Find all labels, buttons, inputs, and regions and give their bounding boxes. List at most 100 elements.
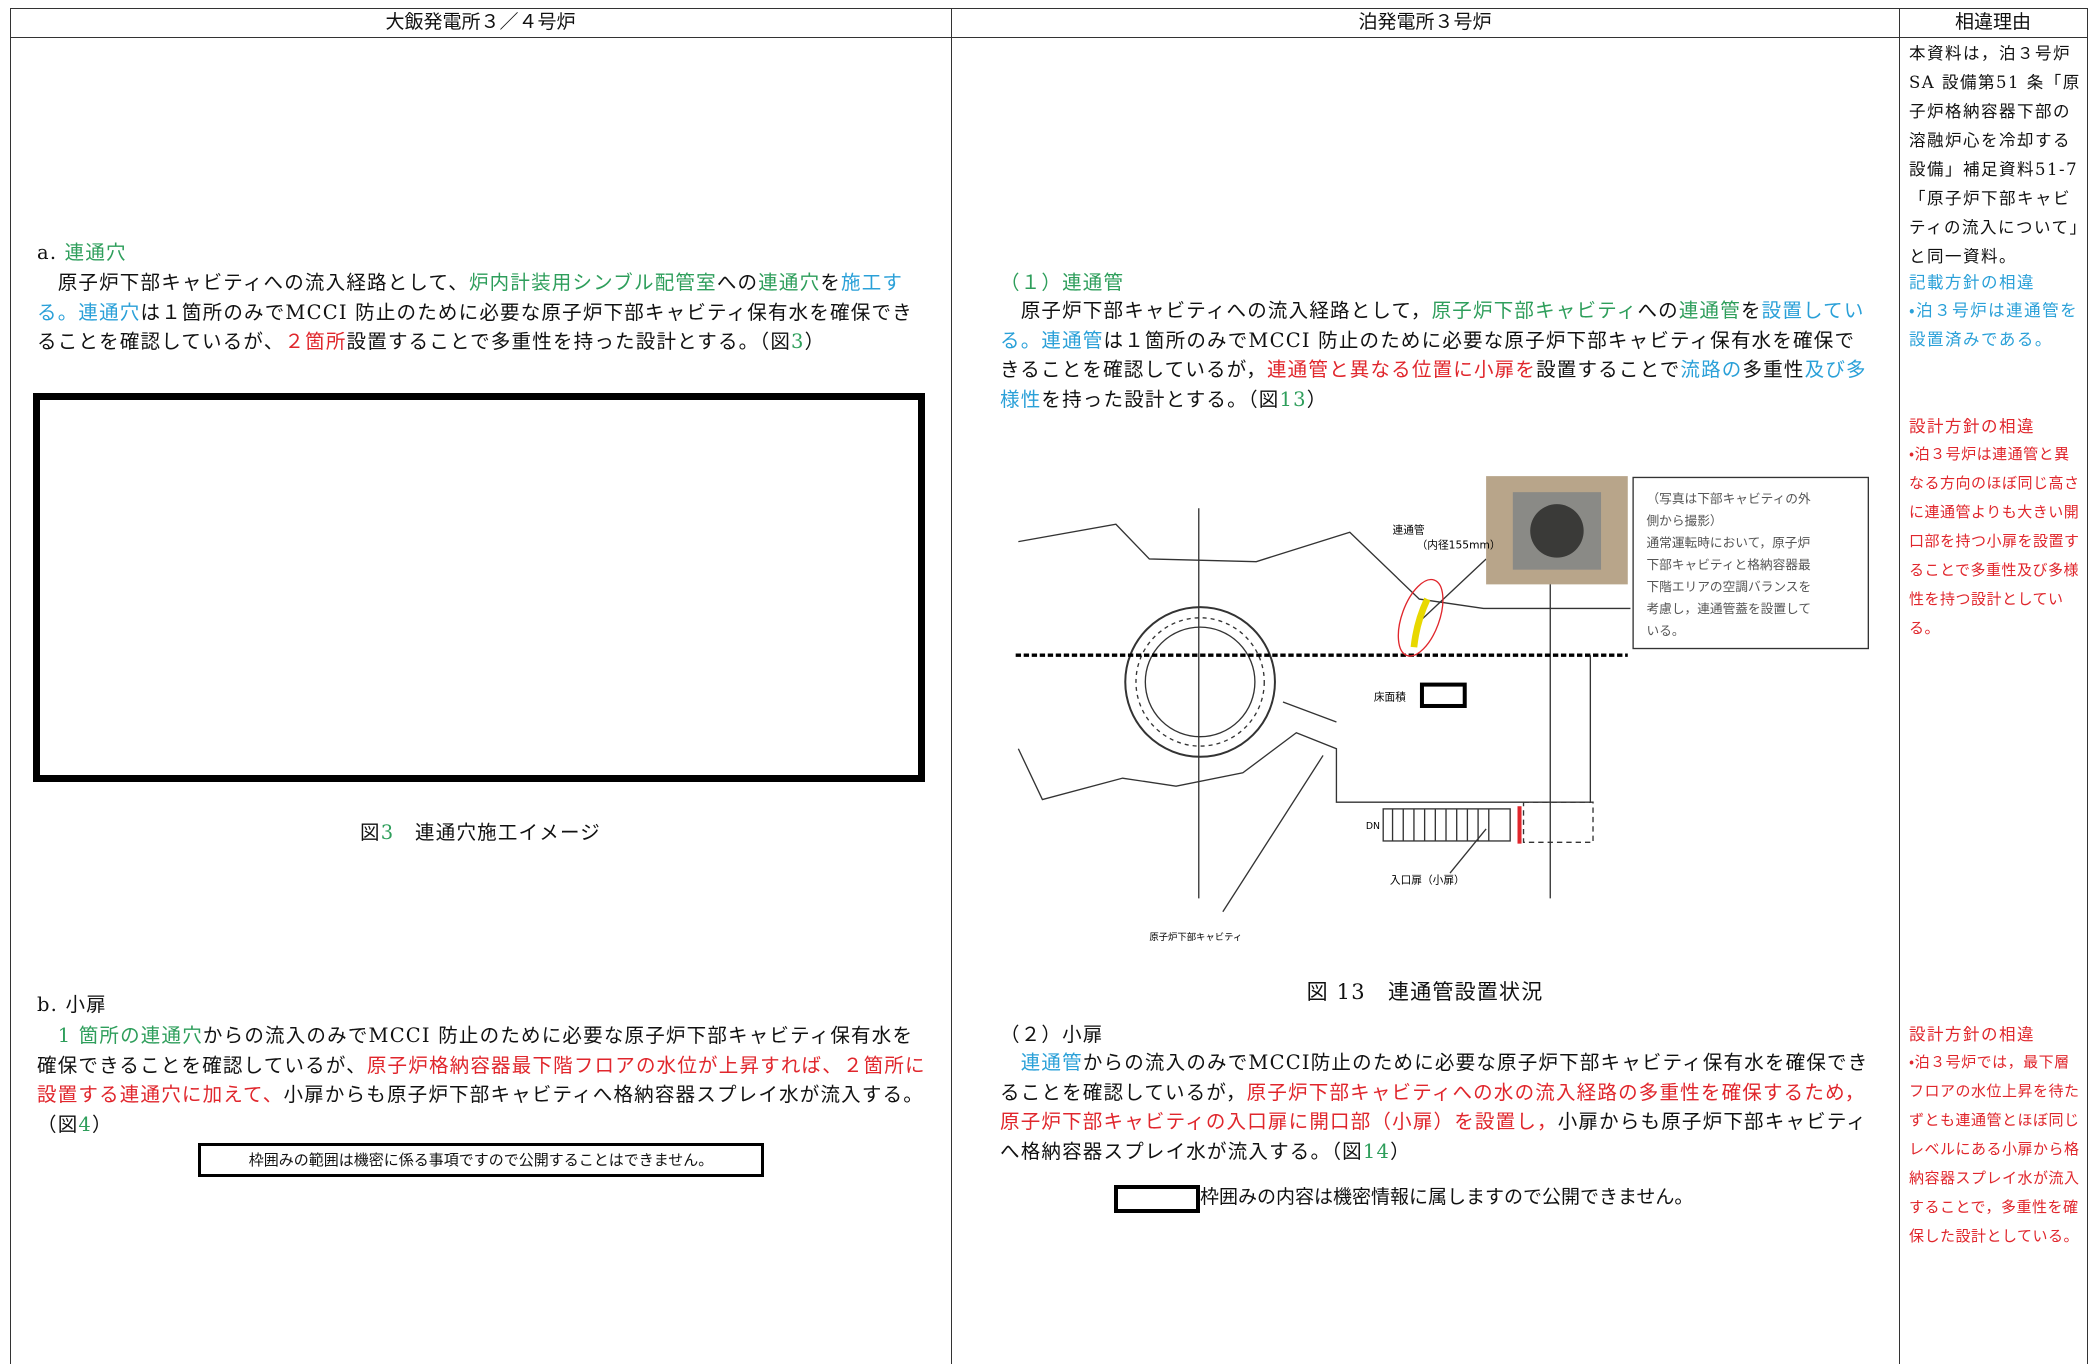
text-run: 及び多様性 — [1000, 358, 1867, 411]
text-run: 連通穴 — [758, 271, 821, 294]
text-run: ２箇所 — [284, 330, 347, 353]
diagram-label: DN — [1366, 821, 1380, 832]
text-run: への — [1637, 299, 1679, 322]
text-run: を — [820, 271, 842, 294]
text-run: ） — [92, 1112, 113, 1136]
note-line: 考慮し，連通管蓋を設置して — [1646, 601, 1811, 616]
pipe-highlight — [1410, 597, 1431, 648]
note-line: （写真は下部キャビティの外 — [1646, 491, 1810, 506]
diagram-label: 入口扉（小扉） — [1390, 874, 1465, 887]
reason-title: 記載方針の相違 — [1909, 273, 2035, 292]
text-run — [37, 1024, 58, 1047]
text-run: 原子炉下部キャビティへの流入経路として， — [1000, 299, 1432, 322]
paragraph: 1 箇所の連通穴からの流入のみでMCCI 防止のために必要な原子炉下部キャビティ… — [37, 1021, 927, 1139]
text-run: 小扉からも原子炉下部キャビティへ格納容器スプレイ水が流入する。（図 — [1000, 1110, 1868, 1163]
column-header: 泊発電所３号炉 — [1358, 11, 1492, 33]
paragraph: 原子炉下部キャビティへの流入経路として，原子炉下部キャビティへの連通管を設置して… — [1000, 296, 1872, 414]
text-run: 14 — [1362, 1139, 1391, 1163]
reason-text: ・泊３号炉では，最下層フロアの水位上昇を待たずとも連通管とほぼ同じレベルにある小… — [1909, 1053, 2080, 1245]
vessel-outline — [1124, 606, 1276, 758]
leader-line — [1418, 558, 1487, 623]
text-run: 図 — [360, 821, 381, 844]
text-run: 連通管 — [1041, 328, 1104, 352]
leader-line — [1222, 755, 1324, 913]
note-line: 側から撮影） — [1646, 513, 1722, 528]
redacted-box — [1114, 1185, 1200, 1213]
text-run: （１）連通管 — [1000, 271, 1125, 294]
note-line: 下部キャビティと格納容器最 — [1646, 557, 1810, 572]
vessel-outline — [1144, 626, 1256, 738]
text-run: 連通管と異なる位置に小扉を — [1266, 358, 1537, 381]
table-border — [10, 37, 2088, 38]
text-run: 1 箇所の連通穴 — [57, 1024, 203, 1047]
note-line: いる。 — [1646, 623, 1684, 638]
reason-text: 本資料は，泊３号炉SA 設備第51 条「原子炉格納容器下部の溶融炉心を冷却する設… — [1909, 44, 2081, 266]
text-run: 原子炉格納容器最下階フロアの水位が上昇すれば、２箇所に設置する連通穴に加えて、 — [37, 1053, 926, 1107]
reason-text: ・泊３号炉は連通管と異なる方向のほぼ同じ高さに連通管よりも大きい開口部を持つ小扉… — [1909, 445, 2080, 637]
pipe-circle — [1397, 578, 1444, 657]
table-border — [1899, 8, 1900, 1364]
confidential-notice: 枠囲みの内容は機密情報に属しますので公開できません。 — [1200, 1186, 1694, 1208]
text-run: 多重性 — [1742, 358, 1805, 381]
paragraph: 連通管からの流入のみでMCCI防止のために必要な原子炉下部キャビティ保有水を確保… — [1000, 1048, 1872, 1166]
paragraph: 原子炉下部キャビティへの流入経路として、炉内計装用シンブル配管室への連通穴を施工… — [37, 268, 927, 357]
redacted-box — [1419, 682, 1467, 708]
text-run: 図 13 連通管設置状況 — [1306, 980, 1544, 1004]
figure-placeholder — [33, 393, 925, 782]
door-area — [1522, 801, 1594, 843]
confidential-notice: 枠囲みの範囲は機密に係る事項ですので公開することはできません。 — [198, 1143, 764, 1177]
text-run: （図 — [759, 330, 792, 353]
text-run: 炉内計装用シンブル配管室 — [468, 271, 717, 294]
leader-line — [1449, 828, 1487, 874]
note-line: 通常運転時において，原子炉 — [1646, 535, 1810, 550]
reason-title: 設計方針の相違 — [1909, 417, 2035, 436]
text-run: を持った設計とする。（図 — [1041, 387, 1280, 411]
text-run: ） — [1306, 387, 1328, 411]
diagram-label: （内径155mm） — [1417, 538, 1501, 551]
text-run: 連通管 — [1678, 299, 1741, 322]
text-run: 13 — [1279, 387, 1307, 411]
section-heading: （２）小扉 — [1000, 1020, 1870, 1050]
diagram-label: 原子炉下部キャビティ — [1149, 932, 1242, 943]
text-run: （２）小扉 — [1000, 1023, 1104, 1046]
text-run: 設置することで多重性を持った設計とする。 — [346, 330, 760, 353]
text-run: 連通管 — [1020, 1051, 1083, 1074]
text-run: からの流入のみでMCCI 防止のために必要な原子炉下部キャビティ保有水を確保でき… — [37, 1024, 914, 1077]
text-run: 原子炉下部キャビティへの流入経路として、 — [37, 271, 469, 294]
wall-outline — [1017, 655, 1592, 803]
text-run: 連通穴施工イメージ — [394, 821, 601, 844]
text-run: 原子炉下部キャビティ — [1431, 299, 1638, 322]
text-run: 小扉からも原子炉下部キャビティへ格納容器スプレイ水が流入する。（図 — [37, 1083, 924, 1136]
text-run: を — [1740, 299, 1762, 322]
table-border — [951, 8, 952, 1364]
text-run: からの流入のみでMCCI防止のために必要な原子炉下部キャビティ保有水を確保できる… — [1000, 1051, 1869, 1104]
section-heading: a. 連通穴 — [37, 238, 927, 268]
text-run: 3 — [791, 330, 805, 353]
table-border — [10, 8, 11, 1364]
figure-caption: 図 13 連通管設置状況 — [951, 978, 1899, 1008]
note-box — [1632, 476, 1869, 650]
vessel-hatch — [1135, 617, 1265, 747]
note-line: 下階エリアの空調バランスを — [1646, 579, 1811, 594]
text-run: 設置している。 — [1000, 299, 1865, 352]
reason-title: 設計方針の相違 — [1909, 1025, 2035, 1044]
text-run: 流路の — [1680, 358, 1743, 381]
diagram-label: 床面積 — [1374, 691, 1406, 704]
table-border — [2087, 8, 2088, 1364]
reason-text: ・泊３号炉は連通管を設置済みである。 — [1909, 301, 2079, 349]
text-run: b. 小扉 — [37, 993, 107, 1016]
wall-outline — [1282, 701, 1337, 723]
diagram-label: 連通管 — [1393, 524, 1425, 537]
table-border — [10, 8, 2088, 9]
text-run: は１箇所のみでMCCI 防止のために必要な原子炉下部キャビティ保有水を確保できる… — [37, 300, 913, 354]
text-run: 連通穴 — [64, 241, 127, 264]
stairs-hatch — [1391, 808, 1490, 841]
text-run: a. — [37, 241, 65, 264]
text-run: 施工する。 — [37, 271, 904, 324]
section-heading: b. 小扉 — [37, 990, 927, 1020]
wall-outline — [1018, 523, 1631, 610]
text-run: 連通穴 — [78, 300, 141, 324]
